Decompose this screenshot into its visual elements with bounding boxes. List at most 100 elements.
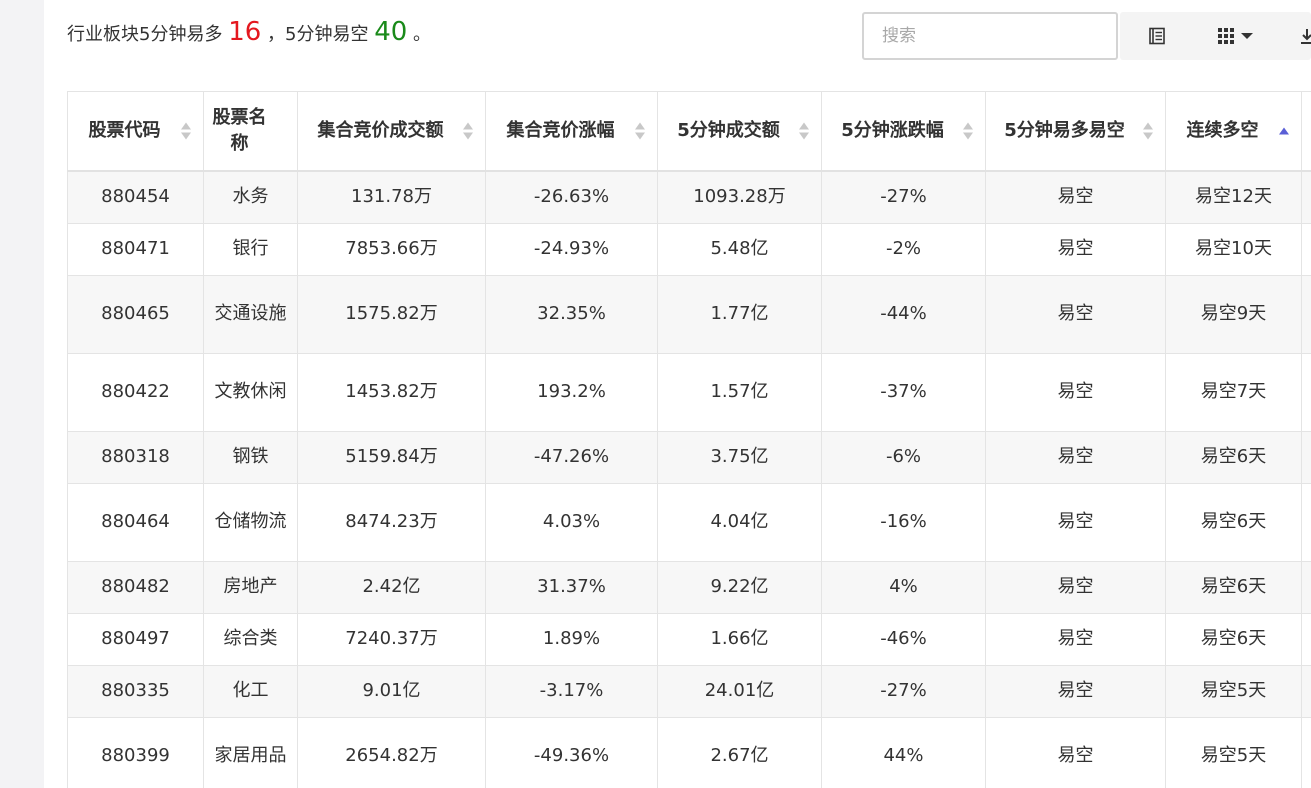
column-header-auction-change[interactable]: 集合竞价涨幅: [485, 91, 658, 172]
sort-icon[interactable]: [463, 122, 473, 140]
cell-overflow: [1301, 482, 1311, 562]
summary-line: 行业板块5分钟易多 16 ，5分钟易空 40 。: [67, 14, 431, 50]
column-header-overflow: [1301, 91, 1311, 172]
table-row[interactable]: 880465 交通设施 1575.82万 32.35% 1.77亿 -44% 易…: [67, 274, 1311, 354]
long-count: 16: [228, 17, 262, 47]
cell-auction-change: -24.93%: [485, 222, 658, 276]
sort-icon[interactable]: [635, 122, 645, 140]
summary-middle: ，5分钟易空: [267, 24, 369, 45]
table-row[interactable]: 880454 水务 131.78万 -26.63% 1093.28万 -27% …: [67, 170, 1311, 224]
table-row[interactable]: 880497 综合类 7240.37万 1.89% 1.66亿 -46% 易空 …: [67, 612, 1311, 666]
cell-name: 银行: [203, 222, 298, 276]
cell-5min-long-short: 易空: [985, 274, 1166, 354]
cell-streak: 易空5天: [1165, 716, 1302, 788]
column-header-label: 连续多空: [1186, 119, 1259, 141]
grid-columns-icon: [1217, 28, 1234, 44]
cell-name: 交通设施: [203, 274, 298, 354]
cell-name: 综合类: [203, 612, 298, 666]
cell-5min-change: -2%: [821, 222, 986, 276]
sort-icon[interactable]: [963, 122, 973, 140]
cell-overflow: [1301, 222, 1311, 276]
cell-5min-change: -6%: [821, 430, 986, 484]
cell-auction-change: 1.89%: [485, 612, 658, 666]
cell-name: 家居用品: [203, 716, 298, 788]
cell-streak: 易空7天: [1165, 352, 1302, 432]
cell-code: 880454: [67, 170, 204, 224]
cell-name: 仓储物流: [203, 482, 298, 562]
cell-auction-amount: 8474.23万: [297, 482, 486, 562]
cell-overflow: [1301, 612, 1311, 666]
sort-icon[interactable]: [1143, 122, 1153, 140]
table-row[interactable]: 880464 仓储物流 8474.23万 4.03% 4.04亿 -16% 易空…: [67, 482, 1311, 562]
sort-ascending-icon: [1279, 127, 1289, 135]
cell-streak: 易空5天: [1165, 664, 1302, 718]
cell-auction-amount: 1453.82万: [297, 352, 486, 432]
cell-auction-change: -26.63%: [485, 170, 658, 224]
column-header-label: 5分钟涨跌幅: [841, 119, 944, 141]
cell-overflow: [1301, 274, 1311, 354]
list-view-button[interactable]: [1142, 12, 1172, 60]
column-header-label: 股票代码: [88, 119, 161, 141]
cell-overflow: [1301, 352, 1311, 432]
cell-5min-change: -44%: [821, 274, 986, 354]
cell-streak: 易空6天: [1165, 430, 1302, 484]
cell-auction-change: -49.36%: [485, 716, 658, 788]
cell-5min-change: -27%: [821, 170, 986, 224]
column-header-label: 集合竞价成交额: [317, 119, 444, 141]
table-row[interactable]: 880335 化工 9.01亿 -3.17% 24.01亿 -27% 易空 易空…: [67, 664, 1311, 718]
column-header-streak[interactable]: 连续多空: [1165, 91, 1302, 172]
table-row[interactable]: 880399 家居用品 2654.82万 -49.36% 2.67亿 44% 易…: [67, 716, 1311, 788]
cell-overflow: [1301, 716, 1311, 788]
cell-name: 水务: [203, 170, 298, 224]
table-row[interactable]: 880482 房地产 2.42亿 31.37% 9.22亿 4% 易空 易空6天: [67, 560, 1311, 614]
column-header-name[interactable]: 股票名称: [203, 91, 298, 172]
table-row[interactable]: 880471 银行 7853.66万 -24.93% 5.48亿 -2% 易空 …: [67, 222, 1311, 276]
cell-streak: 易空9天: [1165, 274, 1302, 354]
cell-code: 880335: [67, 664, 204, 718]
sort-icon[interactable]: [1279, 127, 1289, 135]
cell-auction-change: -47.26%: [485, 430, 658, 484]
cell-5min-long-short: 易空: [985, 170, 1166, 224]
cell-5min-amount: 4.04亿: [657, 482, 822, 562]
columns-menu-button[interactable]: [1210, 12, 1260, 60]
cell-auction-change: 32.35%: [485, 274, 658, 354]
summary-suffix: 。: [413, 24, 432, 45]
column-header-label: 股票名称: [212, 106, 267, 154]
cell-auction-amount: 131.78万: [297, 170, 486, 224]
left-gutter: [0, 0, 44, 788]
search-input[interactable]: [862, 12, 1118, 60]
export-icon: [1301, 29, 1311, 44]
sort-icon[interactable]: [799, 122, 809, 140]
dropdown-caret-icon: [1240, 33, 1253, 39]
table-row[interactable]: 880422 文教休闲 1453.82万 193.2% 1.57亿 -37% 易…: [67, 352, 1311, 432]
short-count: 40: [374, 17, 408, 47]
cell-5min-long-short: 易空: [985, 482, 1166, 562]
sort-icon[interactable]: [181, 122, 191, 140]
cell-5min-long-short: 易空: [985, 664, 1166, 718]
cell-auction-amount: 2.42亿: [297, 560, 486, 614]
cell-code: 880399: [67, 716, 204, 788]
table-row[interactable]: 880318 钢铁 5159.84万 -47.26% 3.75亿 -6% 易空 …: [67, 430, 1311, 484]
cell-5min-amount: 24.01亿: [657, 664, 822, 718]
sector-table: 股票代码 股票名称 集合竞价成交额 集合竞价涨幅 5分钟成交额 5分钟涨跌幅 5…: [67, 91, 1311, 788]
export-button[interactable]: [1300, 12, 1311, 60]
column-header-5min-long-short[interactable]: 5分钟易多易空: [985, 91, 1166, 172]
column-header-code[interactable]: 股票代码: [67, 91, 204, 172]
cell-overflow: [1301, 170, 1311, 224]
cell-streak: 易空6天: [1165, 482, 1302, 562]
cell-5min-long-short: 易空: [985, 612, 1166, 666]
cell-5min-change: -46%: [821, 612, 986, 666]
cell-name: 化工: [203, 664, 298, 718]
cell-code: 880422: [67, 352, 204, 432]
column-header-auction-amount[interactable]: 集合竞价成交额: [297, 91, 486, 172]
column-header-5min-change[interactable]: 5分钟涨跌幅: [821, 91, 986, 172]
cell-auction-change: 4.03%: [485, 482, 658, 562]
cell-code: 880482: [67, 560, 204, 614]
cell-auction-amount: 2654.82万: [297, 716, 486, 788]
summary-prefix: 行业板块5分钟易多: [67, 24, 223, 45]
cell-5min-amount: 2.67亿: [657, 716, 822, 788]
cell-overflow: [1301, 664, 1311, 718]
column-header-5min-amount[interactable]: 5分钟成交额: [657, 91, 822, 172]
list-view-icon: [1149, 27, 1165, 45]
cell-5min-amount: 1093.28万: [657, 170, 822, 224]
